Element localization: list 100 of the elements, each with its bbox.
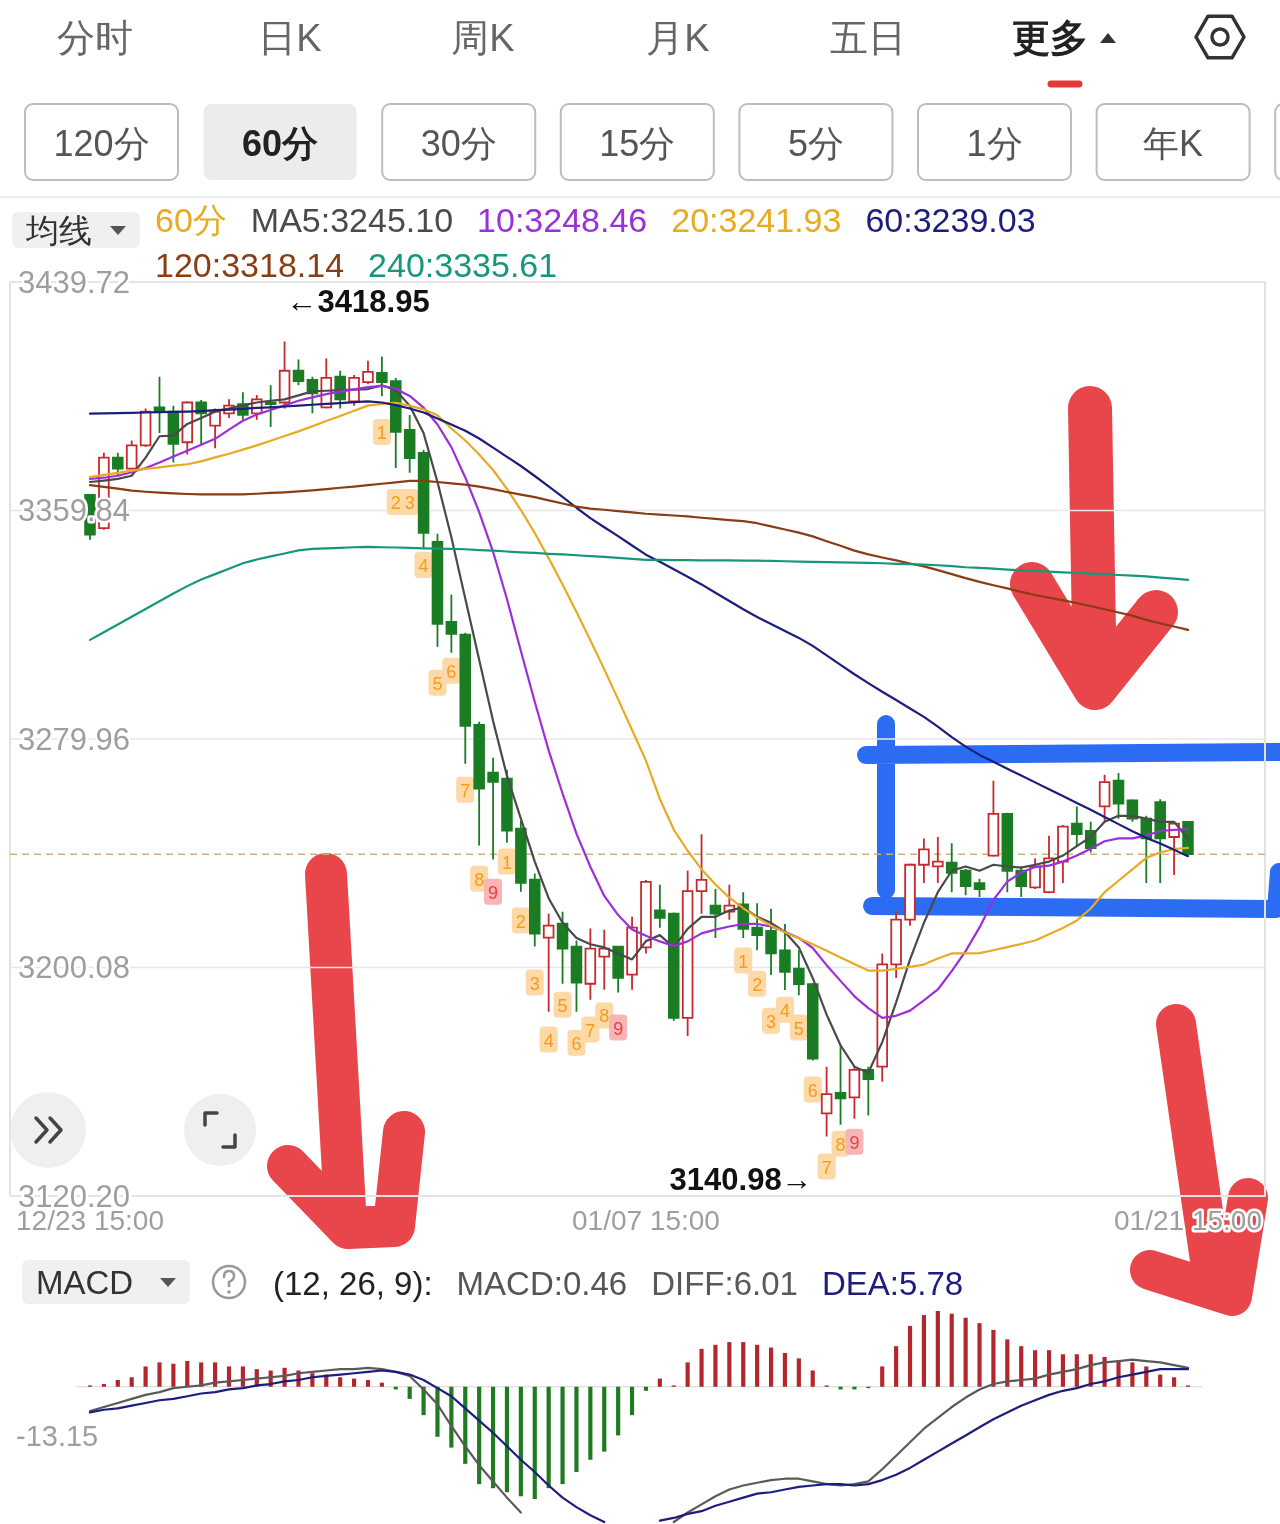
text: 60分 <box>242 122 319 164</box>
bar <box>699 1348 704 1387</box>
candlestick <box>209 407 221 450</box>
text: 120分 <box>53 122 150 164</box>
text: 5分 <box>787 122 844 164</box>
candlestick <box>695 833 708 915</box>
bar <box>727 1342 732 1387</box>
y-tick-label: 3279.96 <box>18 721 131 757</box>
bar <box>1074 1354 1079 1387</box>
bar <box>880 1366 885 1387</box>
text: 日K <box>258 17 322 59</box>
bar <box>685 1362 690 1387</box>
text: 3 <box>766 1011 777 1032</box>
line-series <box>88 545 1190 642</box>
candlestick <box>376 355 388 398</box>
candlestick <box>654 883 666 929</box>
text: 1 <box>501 852 512 873</box>
candlestick <box>153 375 166 434</box>
candlestick <box>793 949 805 997</box>
candlestick <box>459 631 472 765</box>
bar <box>157 1362 162 1387</box>
bar <box>1046 1350 1052 1387</box>
bar <box>115 1379 120 1387</box>
bar <box>616 1386 621 1436</box>
candlestick <box>709 888 722 939</box>
candlestick <box>779 923 791 991</box>
candlestick <box>918 837 930 884</box>
bar <box>588 1386 593 1460</box>
text: 均线 <box>25 211 92 249</box>
bar <box>421 1386 426 1416</box>
bar <box>518 1386 523 1497</box>
candlestick <box>987 779 1000 858</box>
bar <box>782 1352 788 1387</box>
bar <box>810 1370 815 1387</box>
text: 2 <box>752 974 763 995</box>
text: 4 <box>418 555 429 576</box>
text: 10:3248.46 <box>477 201 648 239</box>
bar <box>796 1358 801 1387</box>
candlestick <box>501 768 513 844</box>
text: MACD <box>36 1263 134 1301</box>
annotation: -13.15 <box>16 1420 99 1452</box>
candlestick <box>125 439 138 471</box>
legend-title: 60分 <box>155 201 227 239</box>
x-tick-label: 01/07 15:00 <box>571 1204 720 1236</box>
text: 20:3241.93 <box>671 201 842 239</box>
bar <box>629 1386 635 1416</box>
bar <box>602 1386 607 1452</box>
candlestick <box>945 842 958 894</box>
candlestick <box>626 915 638 991</box>
text: 6 <box>807 1080 818 1101</box>
candlestick <box>542 912 555 1013</box>
bar <box>768 1347 774 1387</box>
text: 2 <box>515 911 526 932</box>
text: 6 <box>446 661 457 682</box>
bar <box>504 1386 510 1493</box>
bar <box>852 1386 857 1390</box>
candlestick <box>487 756 499 861</box>
bar <box>643 1386 649 1391</box>
candlestick <box>667 911 680 1022</box>
bar <box>407 1386 412 1399</box>
candlestick <box>570 939 583 1013</box>
bar <box>560 1386 565 1485</box>
bar <box>1005 1339 1010 1387</box>
candlestick <box>445 593 458 654</box>
candlestick <box>640 879 652 955</box>
text: MA5:3245.10 <box>250 201 454 239</box>
candlestick <box>904 862 916 927</box>
series-label: 5 <box>432 673 443 694</box>
x-tick-label: 01/21 15:00 <box>1114 1204 1262 1236</box>
candlestick <box>834 1044 847 1126</box>
bar <box>351 1378 357 1387</box>
bar <box>1060 1354 1065 1387</box>
bar <box>713 1344 718 1387</box>
bar <box>101 1384 106 1387</box>
candlestick <box>598 928 611 991</box>
text: 7 <box>821 1157 832 1178</box>
candlestick <box>584 927 597 1001</box>
annotation: 3140.98→ <box>669 1162 813 1198</box>
series-label: 8 <box>474 869 485 890</box>
bar <box>185 1361 190 1387</box>
bar <box>574 1386 579 1472</box>
bar <box>532 1386 537 1499</box>
text: 3 <box>529 973 540 994</box>
series-label: 2 <box>390 493 401 514</box>
candlestick <box>681 869 694 1037</box>
text: 9 <box>849 1132 860 1153</box>
candlestick <box>264 384 277 428</box>
text: 15分 <box>599 122 676 164</box>
candlestick <box>473 720 485 847</box>
text: 240:3335.61 <box>368 246 558 284</box>
bar <box>379 1382 384 1387</box>
bar <box>935 1311 940 1387</box>
text: 30分 <box>420 122 497 164</box>
candlestick <box>417 449 430 550</box>
text: 60:3239.03 <box>865 201 1036 239</box>
text: 1 <box>738 951 749 972</box>
candlestick <box>765 907 777 976</box>
bar <box>977 1323 982 1387</box>
text: 五日 <box>830 17 906 59</box>
series-label: 9 <box>488 882 499 903</box>
